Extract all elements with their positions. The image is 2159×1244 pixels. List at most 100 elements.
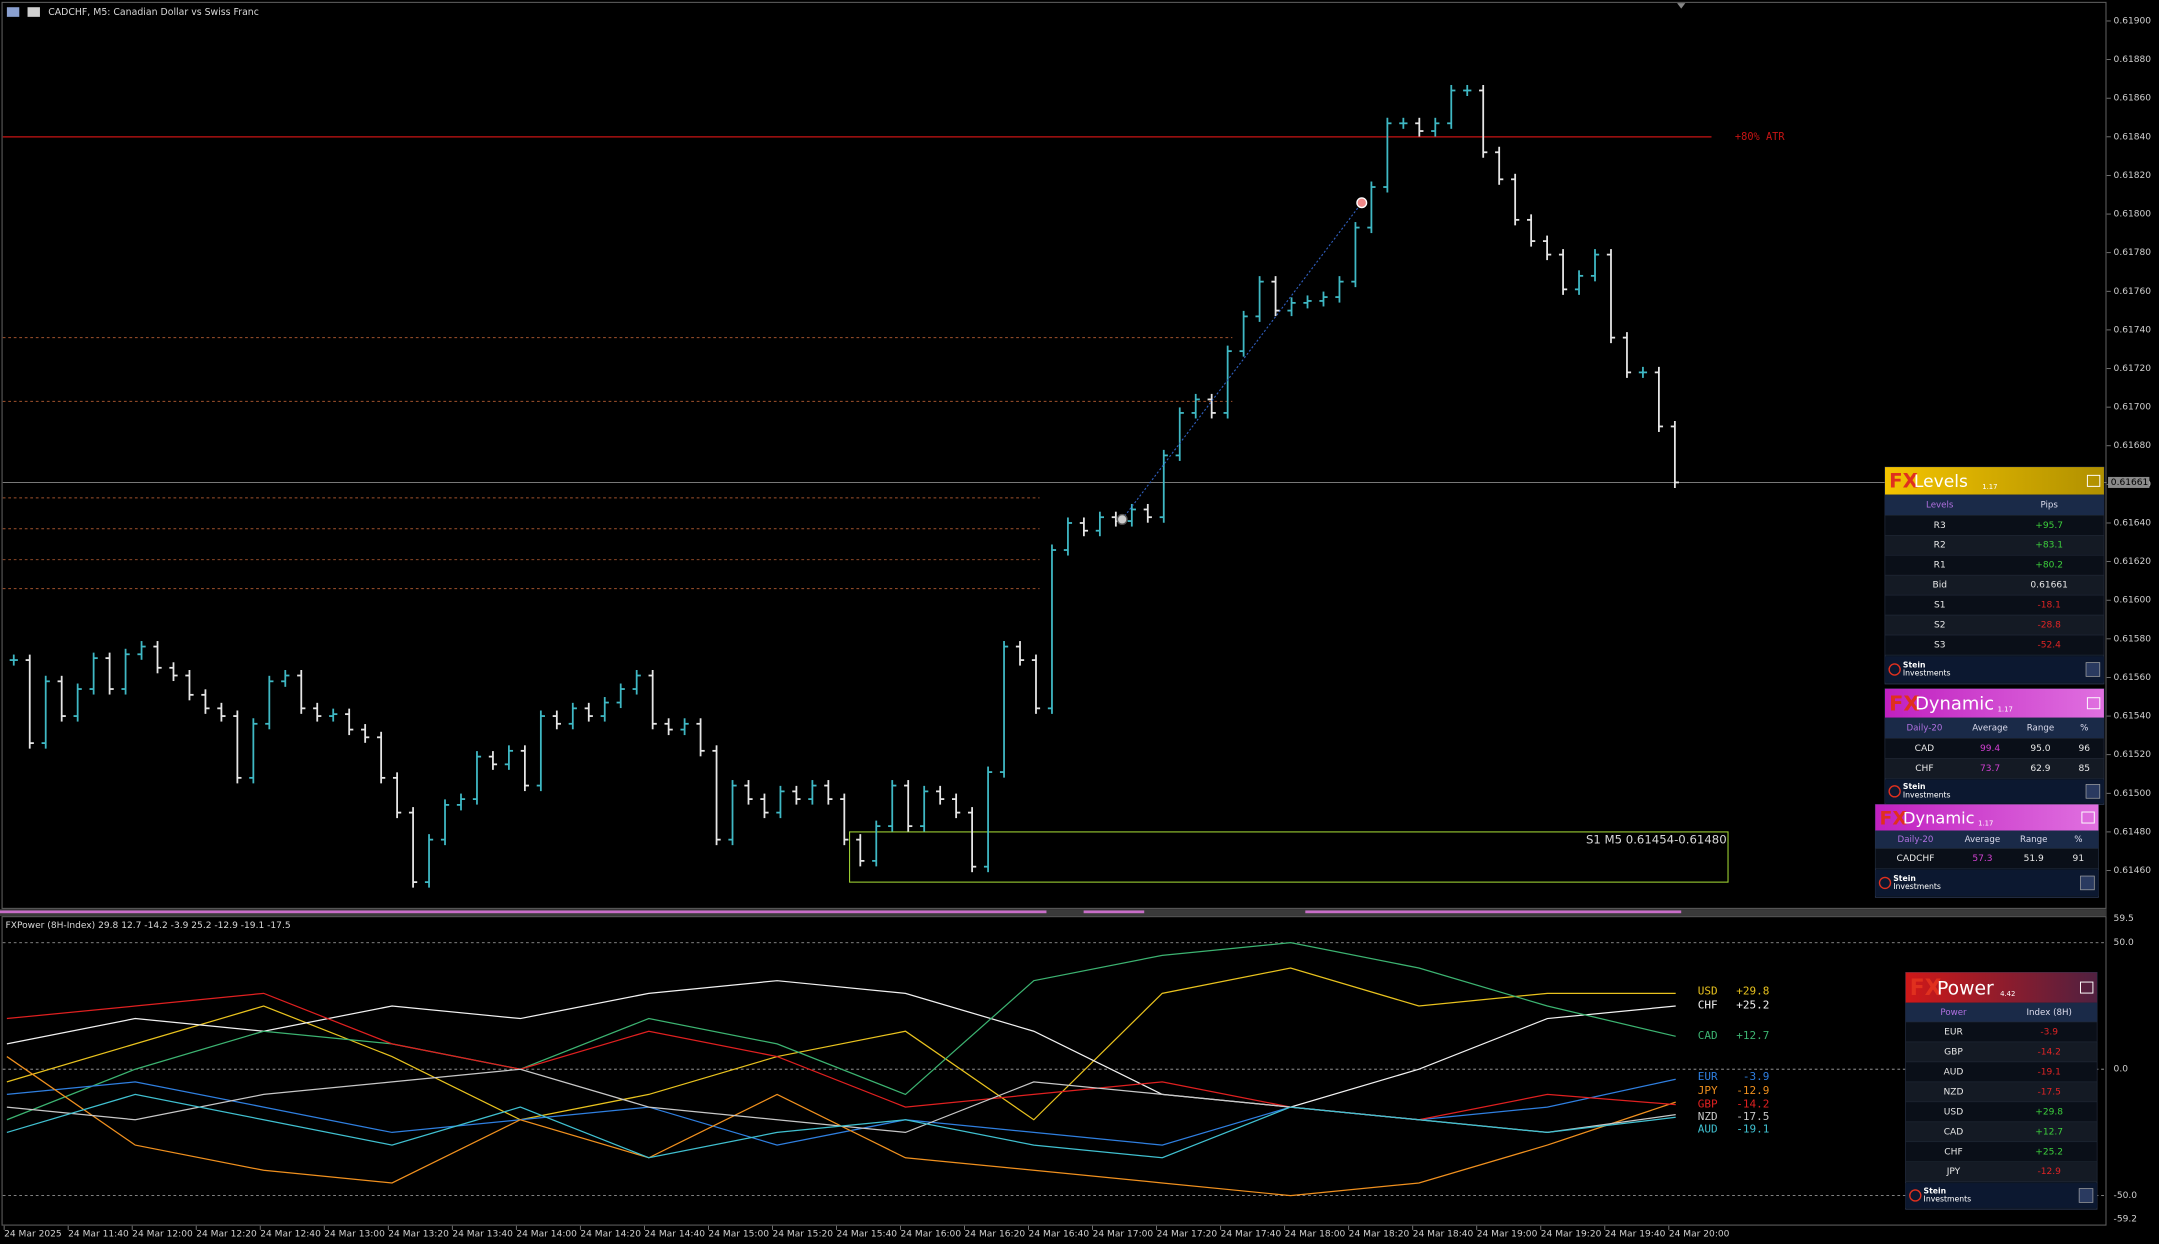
time-label: 24 Mar 13:40 xyxy=(452,1230,513,1240)
panel-cell: JPY xyxy=(1946,1167,1961,1177)
price-bar xyxy=(1159,449,1168,523)
strength-value: -19.1 xyxy=(1736,1122,1769,1135)
panel-row xyxy=(1905,1161,2098,1182)
panel-cell: -17.5 xyxy=(2037,1087,2061,1097)
panel-cell: +95.7 xyxy=(2035,521,2063,531)
panel-cell: CADCHF xyxy=(1897,854,1935,864)
time-label: 24 Mar 11:40 xyxy=(68,1230,129,1240)
panel-cell: -14.2 xyxy=(2037,1047,2061,1057)
pane-separator[interactable] xyxy=(0,909,2107,916)
panel-row xyxy=(1905,1021,2098,1043)
window-icon[interactable] xyxy=(6,7,20,17)
panel-button[interactable] xyxy=(2085,662,2101,677)
panel-menu[interactable] xyxy=(2086,697,2101,710)
price-bar xyxy=(41,675,50,749)
panel-version: 1.17 xyxy=(1978,819,1993,827)
price-tick-label: 0.61500 xyxy=(2114,789,2152,799)
panel-footer-text: Stein xyxy=(1893,874,1916,883)
time-label: 24 Mar 17:00 xyxy=(1093,1230,1154,1240)
price-bar xyxy=(440,799,450,846)
time-label: 24 Mar 15:00 xyxy=(708,1230,769,1240)
panel-row xyxy=(1905,1061,2098,1083)
price-bar xyxy=(600,697,609,722)
price-bar xyxy=(983,766,993,873)
price-tick-label: 0.61880 xyxy=(2114,55,2152,65)
panel-footer-text: Investments xyxy=(1903,790,1951,799)
panel-button[interactable] xyxy=(2078,1188,2094,1203)
strength-value: -17.5 xyxy=(1736,1110,1769,1123)
price-bar xyxy=(1574,270,1584,295)
price-bar xyxy=(1063,517,1073,556)
time-label: 24 Mar 13:20 xyxy=(388,1230,449,1240)
panel-footer xyxy=(1875,869,2099,897)
price-bar xyxy=(73,683,82,722)
panel-button[interactable] xyxy=(2085,784,2101,799)
panel-cell: 99.4 xyxy=(1980,744,2000,754)
price-bar xyxy=(297,670,306,714)
panel-col-label: Average xyxy=(1972,724,2008,734)
indicator-tick-label: 59.5 xyxy=(2114,914,2134,924)
time-label: 24 Mar 18:40 xyxy=(1413,1230,1474,1240)
price-bar xyxy=(664,718,673,736)
price-bar xyxy=(1031,654,1041,714)
drawing-layer: 0.61900 0.61880 0.61860 0.61840 0.61820 0.618… xyxy=(2,16,2152,1240)
panel-footer-text: Stein xyxy=(1903,782,1926,791)
price-bar xyxy=(824,780,833,805)
panel-header xyxy=(1875,804,2099,831)
price-bar xyxy=(1335,276,1344,303)
panel-row xyxy=(1905,1081,2098,1103)
panel-row xyxy=(1905,1121,2098,1143)
price-bar xyxy=(1495,146,1504,185)
shift-marker xyxy=(1677,3,1686,9)
panel-name: Dynamic xyxy=(1903,808,1975,827)
price-bar xyxy=(1399,117,1408,129)
price-bar xyxy=(201,689,210,714)
panel-col-label: Daily-20 xyxy=(1898,835,1934,845)
panel-menu[interactable] xyxy=(2081,811,2095,824)
trade-line xyxy=(1121,202,1363,520)
chart-icon[interactable] xyxy=(27,7,40,17)
indicator-pane xyxy=(1,916,2107,1226)
time-label: 24 Mar 2025 xyxy=(4,1230,62,1240)
panel-row xyxy=(1905,1101,2098,1123)
price-bar xyxy=(1558,249,1568,295)
strength-value: -14.2 xyxy=(1736,1098,1769,1111)
time-label: 24 Mar 15:20 xyxy=(772,1230,833,1240)
time-label: 24 Mar 17:40 xyxy=(1221,1230,1282,1240)
time-label: 24 Mar 14:00 xyxy=(516,1230,577,1240)
panel-menu[interactable] xyxy=(2086,474,2101,487)
panel-logo xyxy=(1909,1189,1922,1202)
panel-col-label: Range xyxy=(2020,835,2047,845)
panel-logo xyxy=(1878,876,1892,890)
panel-row xyxy=(1884,554,2105,576)
time-label: 24 Mar 13:00 xyxy=(324,1230,385,1240)
panel-row xyxy=(1884,534,2105,556)
price-bar xyxy=(1271,276,1280,317)
panel-col-label: Pips xyxy=(2040,500,2058,510)
panel-cell: CHF xyxy=(1944,1147,1962,1157)
price-bar xyxy=(584,702,593,722)
trade-marker[interactable] xyxy=(1356,197,1368,209)
panel-button[interactable] xyxy=(2080,875,2095,891)
price-bar xyxy=(1511,173,1520,226)
price-bar xyxy=(185,670,194,701)
trade-marker[interactable] xyxy=(1116,513,1128,525)
panel-footer xyxy=(1884,656,2104,683)
price-bar xyxy=(408,807,418,888)
panel-cell: USD xyxy=(1944,1107,1963,1117)
price-bar xyxy=(504,745,514,770)
panel-menu[interactable] xyxy=(2080,981,2094,994)
separator-mark xyxy=(1305,910,1682,914)
price-bar xyxy=(57,675,66,722)
panel-brand: FX xyxy=(1889,470,1918,493)
time-label: 24 Mar 17:20 xyxy=(1157,1230,1218,1240)
price-bar xyxy=(153,641,162,674)
panel-footer xyxy=(1905,1183,2098,1208)
time-label: 24 Mar 18:00 xyxy=(1285,1230,1346,1240)
panel-cell: S3 xyxy=(1934,641,1946,651)
